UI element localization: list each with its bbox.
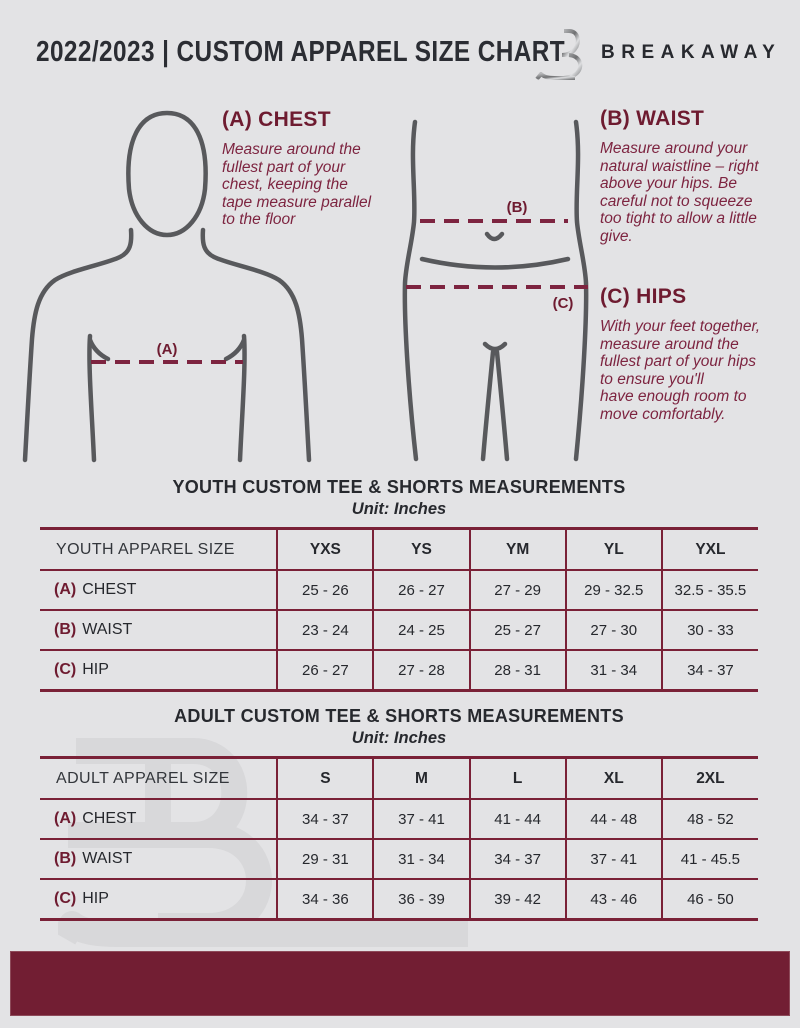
youth-measurements-section: YOUTH CUSTOM TEE & SHORTS MEASUREMENTS U…: [40, 476, 758, 692]
chest-marker-label: (A): [157, 341, 178, 358]
chest-guide-text: Measure around the fullest part of your …: [222, 141, 372, 228]
size-column-header: YXL: [660, 528, 758, 570]
brand-name: BREAKAWAY: [601, 42, 782, 63]
table-row: (A) CHEST 34 - 37 37 - 41 41 - 44 44 - 48…: [40, 798, 758, 839]
size-cell: 39 - 42: [468, 878, 566, 920]
size-cell: 29 - 32.5: [564, 569, 662, 610]
size-cell: 26 - 27: [276, 649, 374, 691]
row-label: (B) WAIST: [40, 838, 278, 879]
size-column-header: L: [468, 757, 566, 799]
table-header-row: YOUTH APPAREL SIZE YXS YS YM YL YXL: [40, 528, 758, 570]
chest-measurement-diagram: (A): [22, 110, 312, 463]
size-cell: 46 - 50: [660, 878, 758, 920]
size-cell: 30 - 33: [660, 609, 758, 650]
size-cell: 48 - 52: [660, 798, 758, 839]
size-column-header: YOUTH APPAREL SIZE: [56, 540, 235, 558]
size-cell: 34 - 36: [276, 878, 374, 920]
size-cell: 41 - 45.5: [660, 838, 758, 879]
adult-table-unit: Unit: Inches: [351, 729, 447, 747]
table-row: (B) WAIST 23 - 24 24 - 25 25 - 27 27 - 30…: [40, 609, 758, 650]
size-cell: 44 - 48: [564, 798, 662, 839]
size-cell: 29 - 31: [276, 838, 374, 879]
size-cell: 27 - 28: [372, 649, 470, 691]
size-column-header: YXS: [276, 528, 374, 570]
breakaway-b-icon: [535, 29, 583, 81]
size-cell: 31 - 34: [564, 649, 662, 691]
chest-guide: (A) CHEST Measure around the fullest par…: [222, 108, 377, 229]
size-cell: 37 - 41: [372, 798, 470, 839]
size-cell: 25 - 26: [276, 569, 374, 610]
size-cell: 34 - 37: [468, 838, 566, 879]
page-title: 2022/2023 | CUSTOM APPAREL SIZE CHART: [36, 36, 566, 68]
size-column-header: XL: [564, 757, 662, 799]
waist-guide-heading: (B) WAIST: [600, 107, 705, 130]
size-column-header: YL: [564, 528, 662, 570]
size-column-header: M: [372, 757, 470, 799]
row-label: (A) CHEST: [40, 798, 278, 839]
youth-size-table: YOUTH APPAREL SIZE YXS YS YM YL YXL (A) C…: [40, 527, 758, 692]
size-cell: 28 - 31: [468, 649, 566, 691]
waist-marker-label: (B): [507, 199, 528, 216]
waist-guide: (B) WAIST Measure around your natural wa…: [600, 107, 763, 245]
row-label: (C) HIP: [40, 649, 278, 691]
size-cell: 23 - 24: [276, 609, 374, 650]
size-column-header: S: [276, 757, 374, 799]
size-cell: 27 - 30: [564, 609, 662, 650]
footer-bar: [10, 951, 790, 1016]
size-cell: 27 - 29: [468, 569, 566, 610]
size-cell: 41 - 44: [468, 798, 566, 839]
hips-guide: (C) HIPS With your feet together, measur…: [600, 285, 768, 423]
waist-guide-text: Measure around your natural waistline – …: [600, 140, 759, 245]
chest-guide-heading: (A) CHEST: [222, 108, 331, 131]
size-cell: 24 - 25: [372, 609, 470, 650]
youth-table-title: YOUTH CUSTOM TEE & SHORTS MEASUREMENTS: [172, 477, 626, 497]
row-label: (C) HIP: [40, 878, 278, 920]
youth-table-unit: Unit: Inches: [351, 500, 447, 518]
adult-table-title: ADULT CUSTOM TEE & SHORTS MEASUREMENTS: [174, 706, 624, 726]
size-column-header: 2XL: [660, 757, 758, 799]
size-column-header: ADULT APPAREL SIZE: [56, 769, 230, 787]
size-cell: 25 - 27: [468, 609, 566, 650]
hip-marker-label: (C): [553, 295, 574, 312]
size-column-header: YS: [372, 528, 470, 570]
row-label: (B) WAIST: [40, 609, 278, 650]
size-cell: 34 - 37: [660, 649, 758, 691]
size-cell: 31 - 34: [372, 838, 470, 879]
adult-size-table: ADULT APPAREL SIZE S M L XL 2XL (A) CHEST…: [40, 756, 758, 921]
hips-guide-heading: (C) HIPS: [600, 285, 687, 308]
size-cell: 34 - 37: [276, 798, 374, 839]
size-cell: 37 - 41: [564, 838, 662, 879]
adult-measurements-section: ADULT CUSTOM TEE & SHORTS MEASUREMENTS U…: [40, 705, 758, 921]
table-row: (B) WAIST 29 - 31 31 - 34 34 - 37 37 - 41…: [40, 838, 758, 879]
size-cell: 32.5 - 35.5: [660, 569, 758, 610]
table-row: (C) HIP 34 - 36 36 - 39 39 - 42 43 - 46 4…: [40, 878, 758, 920]
table-row: (A) CHEST 25 - 26 26 - 27 27 - 29 29 - 32…: [40, 569, 758, 610]
size-cell: 36 - 39: [372, 878, 470, 920]
size-cell: 26 - 27: [372, 569, 470, 610]
table-header-row: ADULT APPAREL SIZE S M L XL 2XL: [40, 757, 758, 799]
size-column-header: YM: [468, 528, 566, 570]
table-row: (C) HIP 26 - 27 27 - 28 28 - 31 31 - 34 3…: [40, 649, 758, 691]
size-cell: 43 - 46: [564, 878, 662, 920]
hips-guide-text: With your feet together, measure around …: [600, 318, 761, 423]
waist-hip-measurement-diagram: (B) (C): [402, 119, 589, 462]
row-label: (A) CHEST: [40, 569, 278, 610]
